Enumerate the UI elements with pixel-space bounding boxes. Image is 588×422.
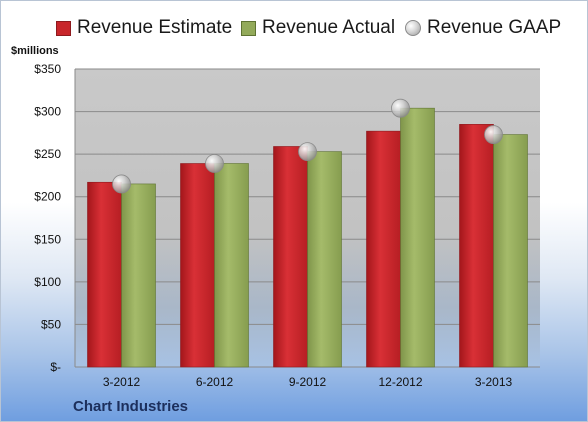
bar-revenue-actual bbox=[121, 183, 156, 368]
y-tick-label: $300 bbox=[34, 105, 61, 119]
bar-revenue-actual bbox=[493, 134, 528, 368]
x-tick-label: 12-2012 bbox=[378, 375, 422, 389]
marker-revenue-gaap bbox=[391, 98, 410, 118]
bar-revenue-actual bbox=[214, 163, 249, 368]
bar-revenue-estimate bbox=[366, 130, 401, 368]
legend-swatch-gaap bbox=[405, 20, 421, 36]
bar-revenue-estimate bbox=[180, 163, 215, 368]
legend-swatch-estimate bbox=[56, 20, 71, 36]
bar-revenue-actual bbox=[307, 151, 342, 368]
x-tick-label: 3-2012 bbox=[103, 375, 141, 389]
y-tick-label: $50 bbox=[41, 317, 61, 331]
legend-swatch-actual bbox=[241, 20, 256, 36]
bar-revenue-actual bbox=[400, 107, 435, 368]
y-tick-label: $350 bbox=[34, 62, 61, 76]
company-name: Chart Industries bbox=[73, 398, 189, 415]
y-tick-label: $100 bbox=[34, 275, 61, 289]
x-tick-label: 9-2012 bbox=[289, 375, 327, 389]
marker-revenue-gaap bbox=[205, 154, 224, 173]
legend-label-estimate: Revenue Estimate bbox=[77, 17, 233, 38]
bar-revenue-estimate bbox=[87, 181, 122, 368]
legend-item-estimate: Revenue Estimate bbox=[56, 15, 232, 41]
legend-item-gaap: Revenue GAAP bbox=[405, 15, 561, 41]
marker-revenue-gaap bbox=[298, 142, 317, 161]
bar-revenue-estimate bbox=[459, 124, 494, 368]
legend-label-actual: Revenue Actual bbox=[262, 17, 396, 38]
y-tick-label: $200 bbox=[34, 190, 61, 204]
bar-revenue-estimate bbox=[273, 146, 308, 368]
y-tick-label: $150 bbox=[34, 232, 61, 246]
legend-item-actual: Revenue Actual bbox=[241, 15, 395, 41]
marker-revenue-gaap bbox=[484, 125, 503, 144]
x-tick-label: 3-2013 bbox=[475, 375, 513, 389]
x-tick-label: 6-2012 bbox=[196, 375, 234, 389]
legend-label-gaap: Revenue GAAP bbox=[427, 17, 562, 38]
legend: Revenue Estimate Revenue Actual Revenue … bbox=[1, 15, 587, 41]
y-tick-label: $250 bbox=[34, 147, 61, 161]
marker-revenue-gaap bbox=[112, 174, 131, 194]
y-tick-label: $- bbox=[50, 360, 61, 374]
y-unit-label: $millions bbox=[11, 45, 59, 57]
